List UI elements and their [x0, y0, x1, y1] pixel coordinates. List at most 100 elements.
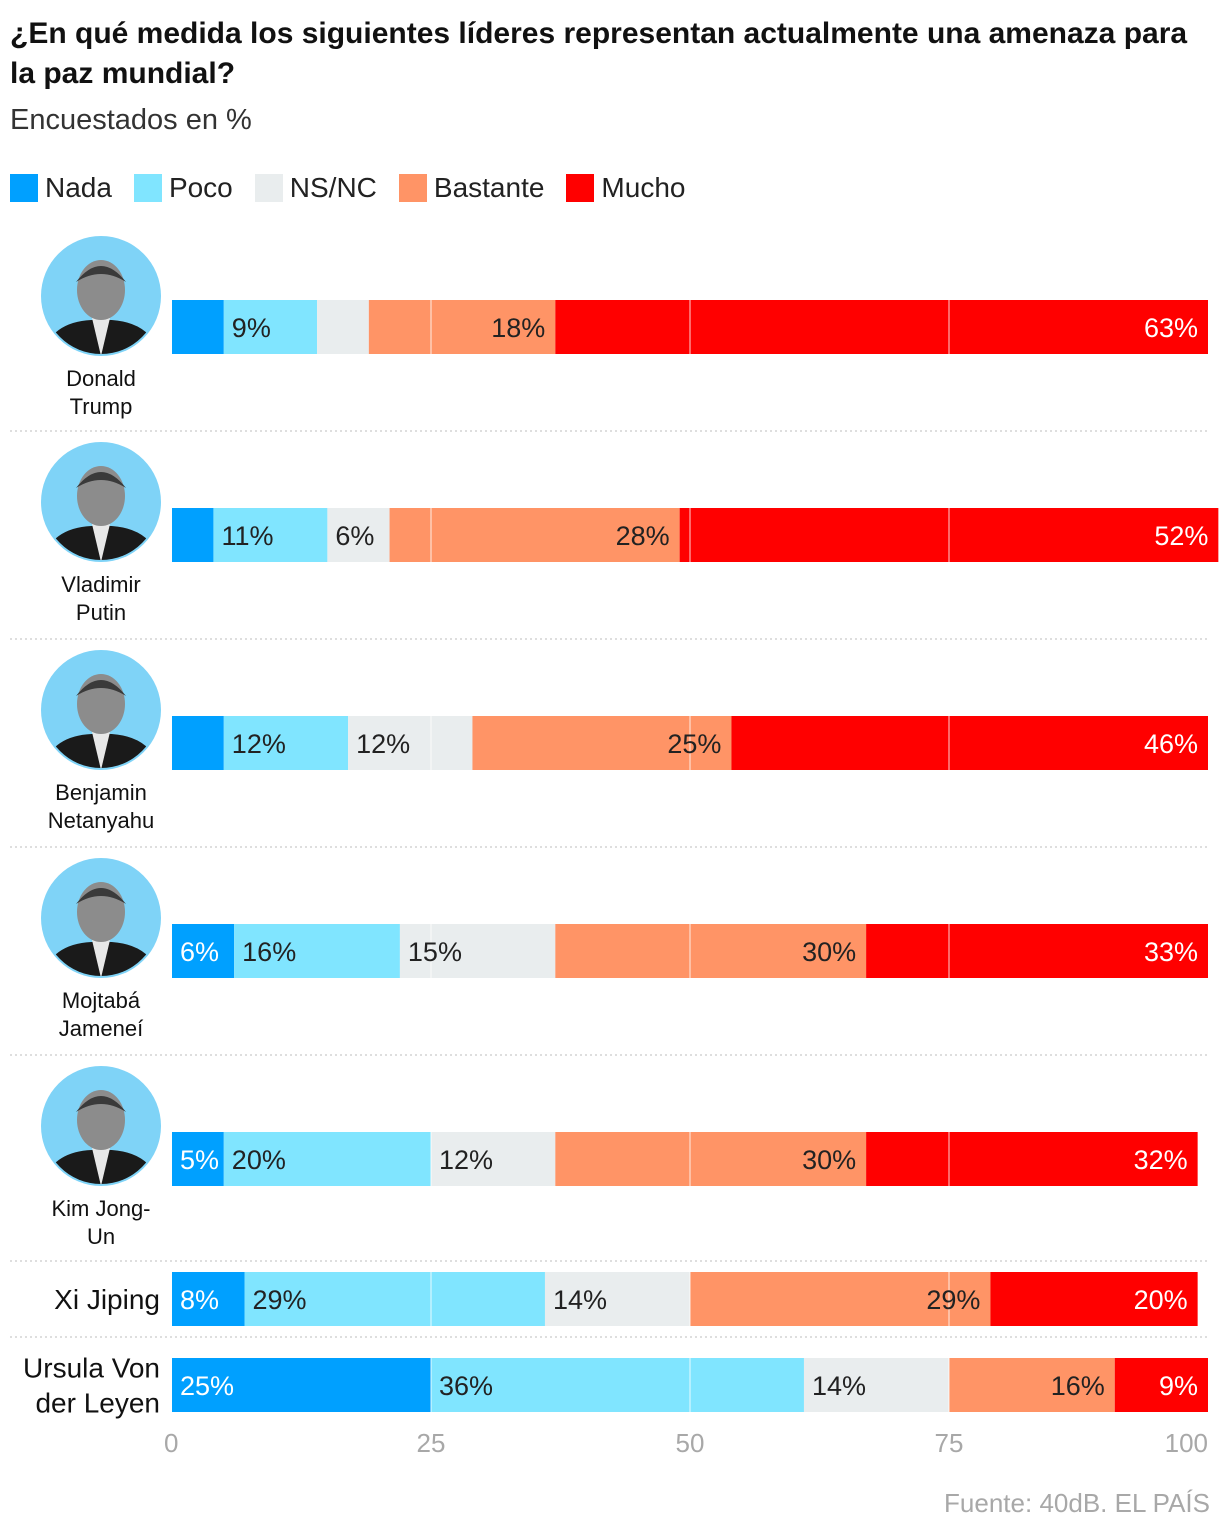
bar-segment-bastante: [389, 508, 680, 562]
legend-swatch: [398, 174, 427, 202]
legend-label: NS/NC: [289, 172, 377, 203]
bar-segment-mucho: [990, 1272, 1198, 1326]
bar-segment-bastante: [690, 1272, 991, 1326]
bar-segment-mucho: [866, 1132, 1198, 1186]
bar-segment-nsnc: [431, 1132, 556, 1186]
x-tick-label: 25: [417, 1428, 446, 1458]
data-label: 11%: [221, 521, 273, 551]
data-label: 12%: [356, 729, 410, 759]
x-tick-label: 75: [935, 1428, 964, 1458]
leader-name: der Leyen: [35, 1388, 160, 1419]
data-label: 29%: [253, 1285, 307, 1315]
bar-segment-nsnc: [399, 924, 556, 978]
bar-segment-nada: [172, 1272, 245, 1326]
legend-swatch: [133, 174, 162, 202]
legend-swatch: [10, 174, 38, 202]
data-label: 33%: [1144, 937, 1198, 967]
legend: Nada Poco NS/NC Bastante Mucho: [10, 172, 707, 204]
data-label: 9%: [232, 313, 271, 343]
legend-swatch: [566, 174, 595, 202]
leader-name: Netanyahu: [48, 808, 154, 833]
data-label: 16%: [1051, 1371, 1105, 1401]
legend-item-mucho: Mucho: [566, 172, 685, 204]
x-tick-label: 50: [676, 1428, 705, 1458]
data-label: 16%: [242, 937, 296, 967]
data-label: 25%: [180, 1371, 234, 1401]
kim-jong-un-portrait: [41, 1066, 161, 1186]
bar-segment-nsnc: [544, 1272, 690, 1326]
legend-label: Nada: [45, 172, 112, 203]
data-label: 15%: [408, 937, 462, 967]
bar-segment-poco: [431, 1358, 804, 1412]
bar-segment-mucho: [555, 300, 1208, 354]
leader-name: Xi Jiping: [54, 1284, 160, 1315]
data-label: 5%: [180, 1145, 219, 1175]
data-label: 28%: [616, 521, 670, 551]
leader-name: Benjamin: [55, 780, 147, 805]
bar-segment-poco: [223, 1132, 431, 1186]
bar-segment-bastante: [555, 1132, 867, 1186]
legend-item-nada: Nada: [10, 172, 112, 204]
bar-segment-bastante: [949, 1358, 1115, 1412]
legend-label: Mucho: [601, 172, 686, 203]
bar-segment-bastante: [472, 716, 732, 770]
leader-name: Mojtabá: [62, 988, 141, 1013]
bar-segment-poco: [234, 924, 400, 978]
data-label: 9%: [1159, 1371, 1198, 1401]
bar-segment-nada: [172, 1132, 224, 1186]
legend-item-poco: Poco: [133, 172, 233, 204]
bar-segment-nsnc: [803, 1358, 949, 1412]
bar-segment-mucho: [866, 924, 1208, 978]
bar-segment-nsnc: [317, 300, 369, 354]
data-label: 12%: [232, 729, 286, 759]
bar-segment-nada: [172, 300, 224, 354]
chart-title: ¿En qué medida los siguientes líderes re…: [10, 17, 1188, 90]
bar-segment-nada: [172, 508, 214, 562]
leader-name: Kim Jong-: [51, 1196, 150, 1221]
leader-name: Donald: [66, 366, 136, 391]
data-label: 6%: [335, 521, 374, 551]
bar-segment-nada: [172, 924, 235, 978]
leader-name: Trump: [70, 394, 133, 419]
data-label: 20%: [1134, 1285, 1188, 1315]
data-label: 6%: [180, 937, 219, 967]
bar-segment-poco: [223, 716, 349, 770]
donald-trump-portrait: [41, 236, 161, 356]
data-label: 12%: [439, 1145, 493, 1175]
leader-name: Jameneí: [59, 1016, 143, 1041]
bar-segment-bastante: [368, 300, 556, 354]
bar-segment-mucho: [1114, 1358, 1208, 1412]
legend-label: Poco: [168, 172, 233, 203]
bar-segment-poco: [244, 1272, 545, 1326]
bar-segment-bastante: [555, 924, 867, 978]
data-label: 46%: [1144, 729, 1198, 759]
data-label: 32%: [1134, 1145, 1188, 1175]
data-label: 25%: [667, 729, 721, 759]
data-label: 18%: [491, 313, 545, 343]
data-label: 8%: [180, 1285, 219, 1315]
data-label: 63%: [1144, 313, 1198, 343]
benjamin-netanyahu-portrait: [41, 650, 161, 770]
data-label: 30%: [802, 1145, 856, 1175]
leader-name: Ursula Von: [23, 1353, 160, 1384]
data-label: 20%: [232, 1145, 286, 1175]
source-note: Fuente: 40dB. EL PAÍS: [944, 1488, 1210, 1518]
leader-name: Putin: [76, 600, 126, 625]
x-tick-label: 100: [1165, 1428, 1208, 1458]
vladimir-putin-portrait: [41, 442, 161, 562]
bar-segment-nsnc: [348, 716, 473, 770]
bar-segment-nada: [172, 1358, 431, 1412]
data-label: 14%: [812, 1371, 866, 1401]
legend-item-nsnc: NS/NC: [254, 172, 377, 204]
data-label: 30%: [802, 937, 856, 967]
bar-segment-poco: [213, 508, 328, 562]
data-label: 14%: [553, 1285, 607, 1315]
bar-segment-nsnc: [327, 508, 390, 562]
bar-segment-poco: [223, 300, 318, 354]
mojtaba-jamenei-portrait: [41, 858, 161, 978]
legend-swatch: [254, 174, 283, 202]
bar-segment-nada: [172, 716, 224, 770]
leader-name: Vladimir: [61, 572, 140, 597]
data-label: 52%: [1154, 521, 1208, 551]
